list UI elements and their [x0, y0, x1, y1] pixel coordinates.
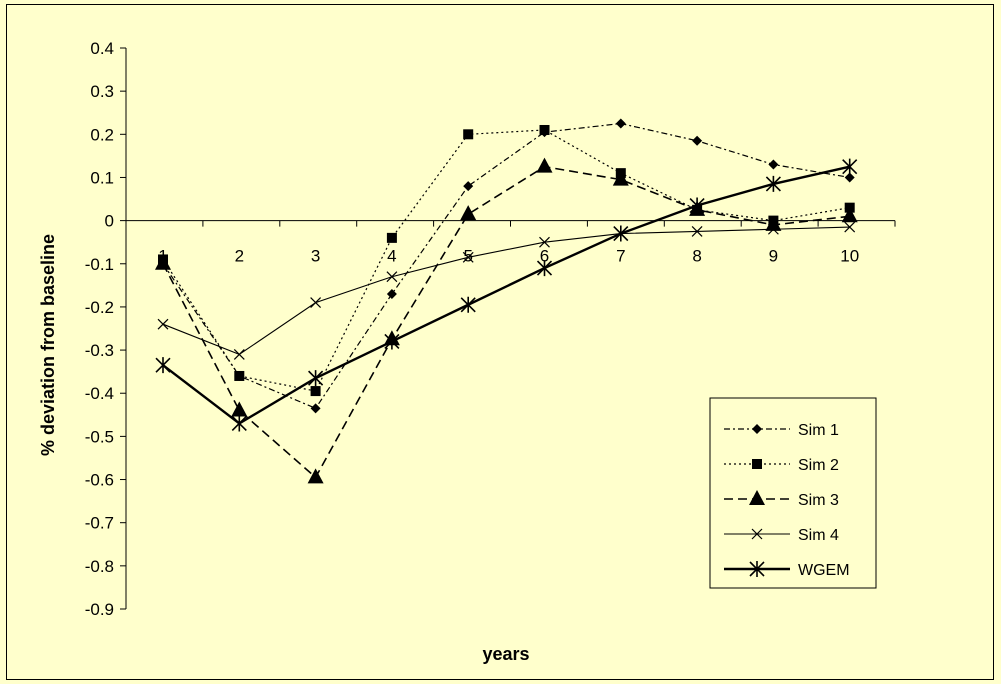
legend-marker	[749, 490, 765, 505]
y-tick-label: 0.2	[90, 125, 114, 144]
data-point-sim-1	[844, 172, 855, 183]
data-point-sim-4	[157, 318, 169, 330]
data-point-wgem	[536, 260, 553, 277]
data-point-sim-3	[765, 215, 782, 231]
y-axis: 0.4 0.3 0.2 0.1 0 -0.1 -0.2 -0.3 -0.4 -0.5 -0.6 -0.…	[85, 39, 127, 619]
data-point-sim-3	[460, 205, 477, 221]
legend-item-sim-3: Sim 3	[724, 490, 839, 509]
x-tick-label: 4	[387, 247, 396, 266]
legend-label: Sim 4	[798, 527, 839, 544]
x-axis: 12345678910	[125, 220, 896, 266]
legend-label: Sim 3	[798, 492, 839, 509]
legend-item-sim-2: Sim 2	[724, 457, 839, 474]
y-tick-label: -0.9	[85, 600, 114, 619]
series-line-sim-4	[162, 226, 850, 356]
data-point-sim-3	[231, 401, 248, 417]
data-point-wgem	[765, 175, 781, 192]
data-point-sim-4	[767, 223, 779, 235]
legend-item-sim-1: Sim 1	[724, 422, 839, 439]
chart-frame	[6, 4, 994, 680]
series-line-sim-1	[162, 122, 850, 410]
series-sim-2	[158, 124, 855, 397]
x-tick-label: 7	[616, 247, 625, 266]
data-point-sim-1	[692, 135, 703, 146]
y-tick-label: 0.3	[90, 82, 114, 101]
y-tick-label: -0.2	[85, 298, 114, 317]
y-tick-label: -0.8	[85, 557, 114, 576]
data-point-sim-1	[768, 159, 779, 170]
data-point-wgem	[384, 333, 400, 350]
x-tick-label: 5	[463, 247, 472, 266]
series-line-sim-2	[162, 129, 850, 392]
data-point-sim-3	[536, 157, 553, 173]
y-tick-label: -0.7	[85, 514, 114, 533]
series-sim-1	[158, 118, 855, 414]
data-point-wgem	[308, 370, 324, 387]
data-point-wgem	[689, 197, 705, 214]
data-point-wgem	[613, 225, 629, 242]
x-tick-label: 3	[311, 247, 320, 266]
data-point-sim-1	[386, 288, 397, 299]
y-tick-label: 0	[105, 212, 114, 231]
data-point-sim-4	[233, 348, 245, 360]
data-point-wgem	[155, 357, 171, 374]
x-axis-title: years	[482, 644, 529, 664]
legend-marker	[749, 561, 765, 577]
series-sim-3	[155, 157, 858, 484]
legend-marker	[752, 459, 762, 469]
legend-label: Sim 2	[798, 457, 839, 474]
legend-item-wgem: WGEM	[724, 561, 850, 579]
y-tick-label: -0.6	[85, 471, 114, 490]
data-point-sim-2	[310, 386, 321, 397]
x-tick-label: 9	[769, 247, 778, 266]
data-point-sim-3	[307, 468, 324, 484]
y-tick-label: -0.1	[85, 255, 114, 274]
data-point-sim-2	[463, 129, 474, 140]
data-point-sim-1	[615, 118, 626, 129]
series-wgem	[155, 158, 858, 432]
legend-marker	[752, 424, 762, 434]
legend-marker	[751, 528, 763, 540]
x-tick-label: 8	[692, 247, 701, 266]
y-tick-label: -0.4	[85, 384, 114, 403]
legend: Sim 1 Sim 2 Sim 3 Sim 4 WGEM	[709, 397, 877, 589]
series-line-sim-3	[162, 165, 850, 479]
legend-box	[709, 397, 877, 589]
series-sim-4	[157, 221, 856, 360]
x-tick-label: 6	[540, 247, 549, 266]
data-point-wgem	[460, 296, 476, 313]
legend-item-sim-4: Sim 4	[724, 527, 839, 544]
x-tick-label: 2	[235, 247, 244, 266]
data-point-sim-4	[844, 221, 856, 233]
y-axis-title: % deviation from baseline	[38, 234, 58, 456]
data-point-sim-4	[462, 251, 474, 263]
y-tick-label: 0.4	[90, 39, 114, 58]
data-point-sim-4	[691, 225, 703, 237]
data-point-sim-4	[310, 297, 322, 309]
data-point-sim-4	[386, 271, 398, 283]
y-tick-label: -0.3	[85, 341, 114, 360]
x-tick-label: 10	[840, 247, 859, 266]
data-point-sim-3	[841, 207, 858, 223]
series-line-wgem	[162, 165, 850, 425]
data-point-wgem	[842, 158, 858, 175]
legend-label: Sim 1	[798, 422, 839, 439]
data-point-sim-1	[310, 403, 321, 414]
data-point-sim-2	[539, 124, 550, 135]
y-tick-label: -0.5	[85, 427, 114, 446]
y-tick-label: 0.1	[90, 168, 114, 187]
data-point-sim-1	[463, 181, 474, 192]
series-layer	[155, 118, 858, 484]
data-point-sim-2	[234, 370, 245, 381]
data-point-wgem	[231, 415, 247, 432]
data-point-sim-4	[539, 236, 550, 248]
legend-label: WGEM	[798, 562, 850, 579]
data-point-sim-3	[155, 254, 171, 270]
data-point-sim-2	[386, 232, 397, 243]
data-point-sim-3	[612, 170, 629, 186]
